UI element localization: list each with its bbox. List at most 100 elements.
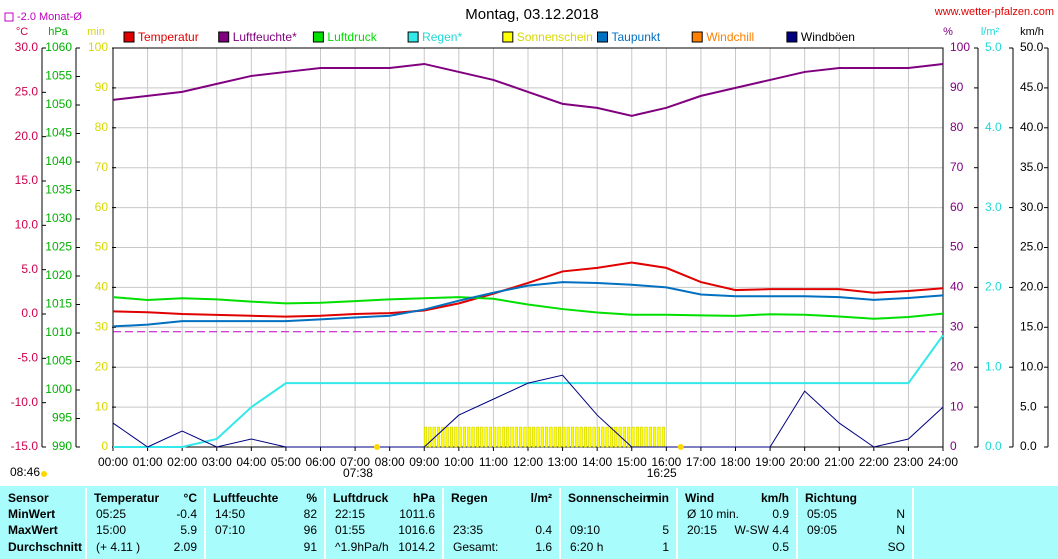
legend-label: Sonnenschein xyxy=(517,30,593,44)
y-tick-label: -15.0 xyxy=(11,439,39,453)
x-tick-label: 13:00 xyxy=(548,455,578,469)
x-tick-label: 03:00 xyxy=(202,455,232,469)
table-cell-value: 1016.6 xyxy=(398,523,435,537)
sunshine-bar xyxy=(454,426,458,448)
sunshine-bar xyxy=(484,426,488,448)
y-tick-label: 0.0 xyxy=(1020,439,1037,453)
sunshine-bar xyxy=(514,426,518,448)
sunshine-bar xyxy=(467,426,471,448)
table-cell: 15:00 xyxy=(96,523,126,537)
y-tick-label: 80 xyxy=(950,120,964,134)
y-tick-label: 50.0 xyxy=(1020,40,1044,54)
table-row-label: Durchschnitt xyxy=(8,540,82,554)
y-tick-label: 1055 xyxy=(45,69,72,83)
table-row-label: MinWert xyxy=(8,507,55,521)
sun-marker xyxy=(677,444,684,450)
table-cell: 05:05 xyxy=(807,507,837,521)
sunshine-bar xyxy=(475,426,479,448)
table-cell: 22:15 xyxy=(335,507,365,521)
table-cell: 05:25 xyxy=(96,507,126,521)
sunshine-bar xyxy=(609,426,613,448)
y-tick-label: 2.0 xyxy=(985,280,1002,294)
sunshine-bar xyxy=(493,426,497,448)
sunshine-bar xyxy=(501,426,505,448)
y-tick-label: 5.0 xyxy=(1020,399,1037,413)
x-tick-label: 02:00 xyxy=(167,455,197,469)
table-cell-value: 96 xyxy=(304,523,318,537)
sunshine-bar xyxy=(588,426,592,448)
annotation: 16:25 xyxy=(647,466,677,480)
axis-title: hPa xyxy=(48,26,68,38)
x-tick-label: 19:00 xyxy=(755,455,785,469)
table-header-unit: hPa xyxy=(413,491,435,505)
chart-title: Montag, 03.12.2018 xyxy=(465,6,598,23)
x-tick-label: 20:00 xyxy=(790,455,820,469)
sunshine-bar xyxy=(436,426,441,448)
y-tick-label: 1030 xyxy=(45,211,72,225)
y-tick-label: 40 xyxy=(950,280,964,294)
table-header: Sensor xyxy=(8,491,49,505)
sunshine-bar xyxy=(605,426,609,448)
y-tick-label: 50 xyxy=(95,240,109,254)
y-tick-label: 35.0 xyxy=(1020,160,1044,174)
sunshine-bar xyxy=(488,426,492,448)
series-line xyxy=(112,62,944,117)
table-cell-value: 5.9 xyxy=(180,523,197,537)
y-tick-label: 5.0 xyxy=(21,262,38,276)
legend-label: Windchill xyxy=(706,30,754,44)
table-header: Sonnenschein xyxy=(568,491,650,505)
x-tick-label: 17:00 xyxy=(686,455,716,469)
y-tick-label: 1010 xyxy=(45,325,72,339)
table-header-unit: min xyxy=(648,491,669,505)
legend-swatch xyxy=(218,31,230,43)
x-tick-label: 06:00 xyxy=(305,455,335,469)
sunshine-bar xyxy=(480,426,484,448)
y-tick-label: 1045 xyxy=(45,126,72,140)
sunshine-bar xyxy=(583,426,588,448)
axis-title: l/m² xyxy=(981,26,1000,38)
sunshine-bar xyxy=(424,426,428,448)
table-cell-value: 0.4 xyxy=(535,523,552,537)
sunshine-bar xyxy=(601,426,605,448)
sunshine-bar xyxy=(441,426,445,448)
table-cell: 09:05 xyxy=(807,523,837,537)
y-tick-label: 25.0 xyxy=(15,85,39,99)
table-cell-value: N xyxy=(896,523,905,537)
y-tick-label: 40 xyxy=(95,280,109,294)
x-tick-label: 15:00 xyxy=(617,455,647,469)
legend-swatch xyxy=(597,31,608,43)
sunshine-bar xyxy=(558,426,562,448)
table-cell: 20:15 xyxy=(687,523,717,537)
y-tick-label: 1050 xyxy=(45,97,72,111)
table-header: Luftdruck xyxy=(333,491,389,505)
sunshine-bar xyxy=(549,426,553,448)
y-tick-label: 70 xyxy=(950,160,964,174)
table-cell: ^1.9hPa/h xyxy=(335,540,389,554)
y-tick-label: 1005 xyxy=(45,354,72,368)
y-tick-label: 1020 xyxy=(45,268,72,282)
y-tick-label: 1.0 xyxy=(985,359,1002,373)
x-tick-label: 07:00 xyxy=(340,455,370,469)
sunshine-bar xyxy=(635,426,639,448)
y-tick-label: 30.0 xyxy=(1020,200,1044,214)
sunshine-bar xyxy=(449,426,454,448)
y-tick-label: 4.0 xyxy=(985,120,1002,134)
legend-label: Luftfeuchte* xyxy=(233,30,297,44)
y-tick-label: 10.0 xyxy=(15,218,39,232)
legend-swatch xyxy=(691,31,703,43)
table-header: Regen xyxy=(451,491,488,505)
sunshine-bar xyxy=(562,426,566,448)
series-line xyxy=(112,296,944,320)
y-tick-label: 40.0 xyxy=(1020,120,1044,134)
table-header-unit: l/m² xyxy=(531,491,552,505)
y-tick-label: 70 xyxy=(95,160,109,174)
y-tick-label: 15.0 xyxy=(1020,319,1044,333)
sunshine-bar xyxy=(622,426,626,448)
x-tick-label: 01:00 xyxy=(133,455,163,469)
table-cell-value: N xyxy=(896,507,905,521)
table-header-unit: °C xyxy=(184,491,198,505)
table-cell-value: W-SW 4.4 xyxy=(735,523,790,537)
sun-marker xyxy=(373,444,380,450)
table-cell-value: 91 xyxy=(304,540,318,554)
